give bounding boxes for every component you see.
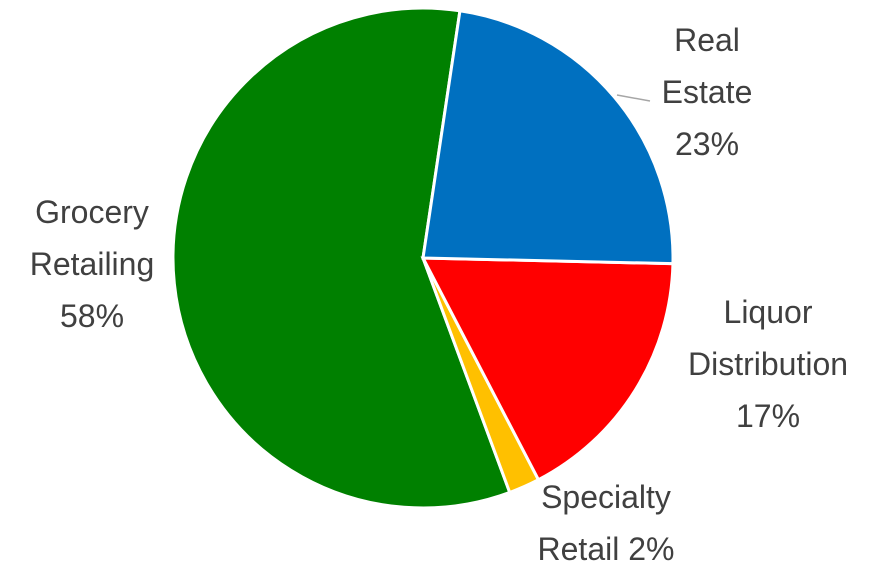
data-label: Grocery Retailing 58% [17,186,167,342]
data-label: Real Estate 23% [647,14,767,170]
pie-slice [420,256,675,482]
value-label: 17% [735,398,801,434]
pie-slice [171,6,512,510]
category-label: Grocery Retailing [29,194,155,282]
category-label: Real Estate [661,22,753,110]
value-label: 2% [628,531,675,565]
data-label: Specialty Retail 2% [521,471,691,565]
leader-line [616,94,651,102]
category-label: Liquor Distribution [687,294,849,382]
value-label: 58% [59,298,125,334]
pie-slice [421,9,675,266]
value-label: 23% [674,126,740,162]
data-label: Liquor Distribution 17% [663,286,873,442]
category-label: Specialty Retail [537,479,671,565]
